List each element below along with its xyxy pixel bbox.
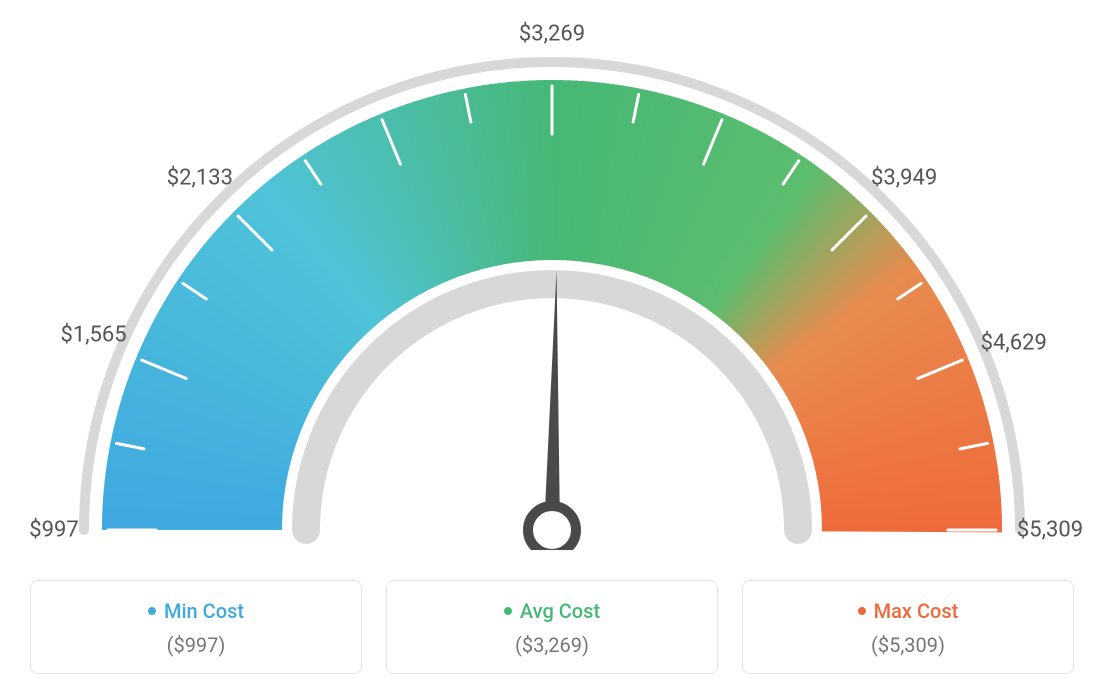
legend-card-avg: Avg Cost ($3,269) <box>386 580 718 674</box>
legend-card-max: Max Cost ($5,309) <box>742 580 1074 674</box>
legend-value-min: ($997) <box>51 633 341 657</box>
legend-title-avg-text: Avg Cost <box>520 599 600 623</box>
legend-title-min-text: Min Cost <box>164 599 244 623</box>
legend-card-min: Min Cost ($997) <box>30 580 362 674</box>
legend-title-max-text: Max Cost <box>874 599 959 623</box>
gauge-scale-label: $5,309 <box>1017 518 1083 543</box>
legend-dot-avg <box>504 607 512 615</box>
gauge-scale-label: $4,629 <box>981 331 1047 356</box>
gauge-scale-label: $3,949 <box>871 165 937 190</box>
gauge-scale-label: $1,565 <box>61 323 127 348</box>
legend-value-max: ($5,309) <box>763 633 1053 657</box>
legend-title-min: Min Cost <box>148 599 244 623</box>
legend-row: Min Cost ($997) Avg Cost ($3,269) Max Co… <box>22 580 1082 674</box>
gauge-scale-label: $2,133 <box>167 165 233 190</box>
legend-title-avg: Avg Cost <box>504 599 600 623</box>
legend-title-max: Max Cost <box>858 599 959 623</box>
gauge-scale-label: $3,269 <box>519 22 585 47</box>
legend-dot-max <box>858 607 866 615</box>
cost-gauge: $997 $1,565 $2,133 $3,269 $3,949 $4,629 $5,309 <box>22 20 1082 550</box>
legend-value-avg: ($3,269) <box>407 633 697 657</box>
legend-dot-min <box>148 607 156 615</box>
gauge-svg <box>22 20 1082 550</box>
gauge-scale-label: $997 <box>29 518 78 543</box>
